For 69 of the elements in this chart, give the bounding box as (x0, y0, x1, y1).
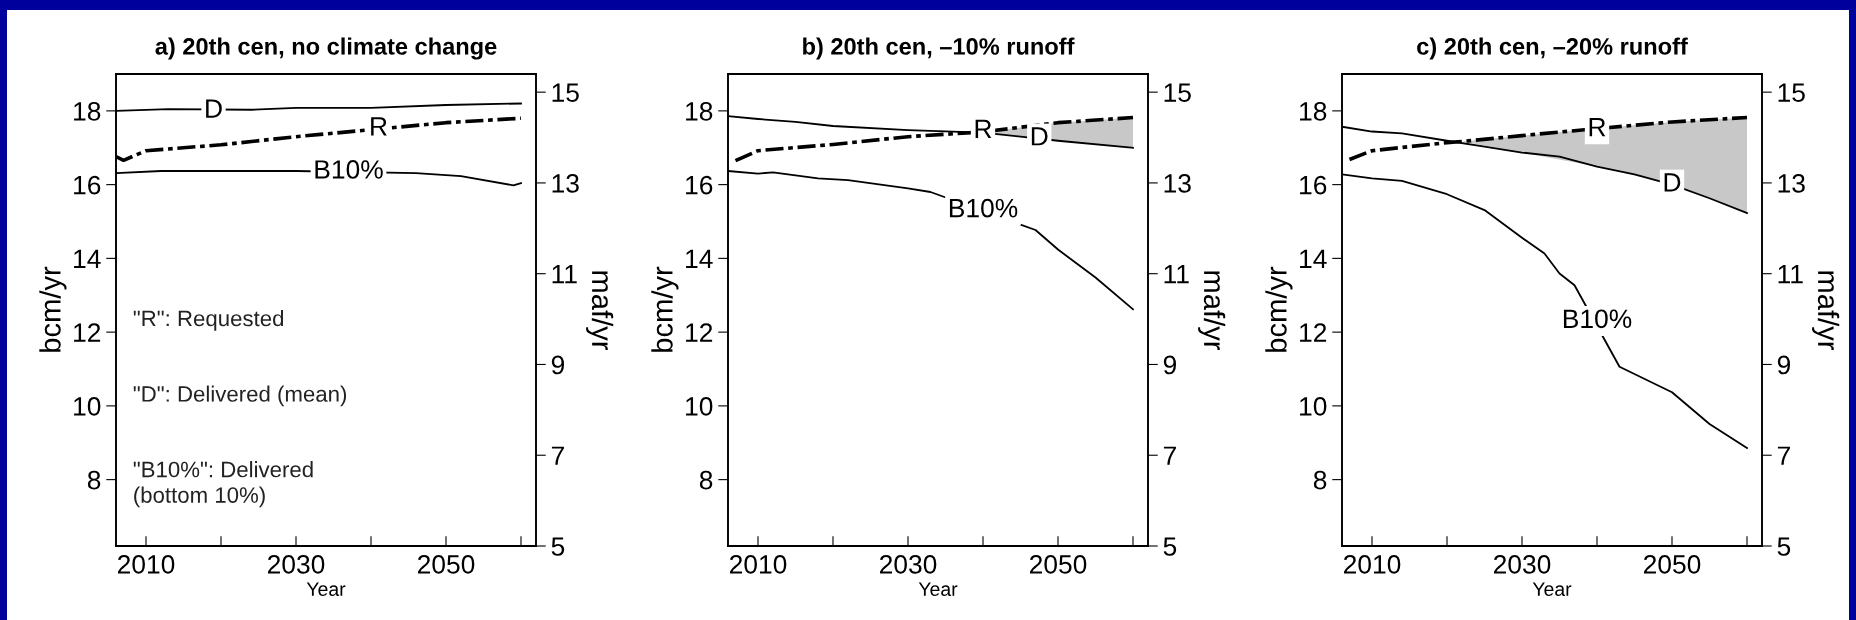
x-axis-title: Year (918, 582, 958, 596)
x-axis-title: Year (306, 582, 346, 596)
annotation: R (975, 119, 992, 138)
x-tick-label: 2010 (117, 555, 175, 574)
x-tick-label: 2030 (267, 555, 325, 574)
y-tick-label: 16 (686, 175, 713, 195)
y2-tick-label: 13 (552, 174, 579, 193)
y-tick-label: 10 (74, 397, 101, 416)
y-tick-label: 14 (686, 249, 713, 268)
y2-tick-label: 13 (1164, 174, 1191, 193)
chart-title: c) 20th cen, –20% runoff (1417, 37, 1688, 60)
x-tick-label: 2030 (1493, 555, 1551, 574)
annotation: B10% (1563, 309, 1632, 329)
x-tick-label: 2010 (729, 555, 787, 574)
y2-tick-label: 15 (1778, 83, 1805, 102)
y-tick-label: 18 (686, 102, 713, 121)
y2-tick-label: 9 (1777, 355, 1791, 375)
y-tick-label: 14 (74, 249, 101, 268)
x-tick-label: 2050 (417, 555, 475, 574)
x-tick-label: 2050 (1029, 555, 1087, 574)
annotation: D (1031, 127, 1048, 146)
annotation: "B10%": Delivered (bottom 10%) (133, 461, 313, 508)
y-tick-label: 12 (1300, 323, 1327, 342)
annotation: R (371, 117, 387, 136)
y2-tick-label: 13 (1778, 174, 1805, 193)
y-tick-label: 14 (1300, 249, 1327, 268)
x-tick-label: 2030 (879, 555, 937, 574)
y2-tick-label: 5 (551, 537, 565, 556)
annotation: D (206, 99, 222, 118)
annotation: R (1589, 117, 1606, 137)
y2-tick-label: 7 (1777, 446, 1790, 465)
y2-tick-label: 11 (1778, 265, 1803, 284)
y2-axis-title: maf/yr (586, 271, 614, 351)
x-tick-label: 2010 (1343, 555, 1401, 574)
x-axis-title: Year (1532, 582, 1572, 596)
y2-tick-label: 15 (1164, 83, 1191, 102)
y2-axis-title: maf/yr (1198, 271, 1226, 351)
chart-title: a) 20th cen, no climate change (155, 37, 497, 60)
y-tick-label: 12 (74, 323, 101, 342)
y2-tick-label: 9 (551, 355, 565, 375)
y2-tick-label: 7 (1163, 446, 1176, 465)
y-tick-label: 8 (699, 470, 713, 490)
annotation: "D": Delivered (mean) (133, 385, 347, 407)
y2-tick-label: 15 (552, 83, 579, 102)
chart-title: b) 20th cen, –10% runoff (803, 37, 1075, 60)
y-tick-label: 18 (74, 102, 101, 121)
y2-tick-label: 9 (1163, 355, 1177, 375)
y-tick-label: 12 (686, 323, 713, 342)
y-tick-label: 8 (1313, 470, 1327, 490)
y2-tick-label: 11 (1164, 265, 1189, 284)
y-tick-label: 16 (74, 175, 101, 195)
y2-tick-label: 7 (551, 446, 564, 465)
x-tick-label: 2050 (1643, 555, 1701, 574)
y2-axis-title: maf/yr (1812, 271, 1840, 351)
annotation: B10% (315, 160, 383, 179)
y2-tick-label: 5 (1163, 537, 1177, 556)
y-axis-title: bcm/yr (39, 266, 67, 352)
y-axis-title: bcm/yr (1265, 266, 1293, 352)
y2-tick-label: 11 (552, 265, 577, 284)
y-tick-label: 8 (87, 470, 101, 490)
y-tick-label: 10 (1300, 397, 1327, 416)
annotation: D (1664, 173, 1681, 192)
y-tick-label: 18 (1300, 102, 1327, 121)
annotation: B10% (949, 198, 1018, 218)
y-tick-label: 10 (686, 397, 713, 416)
y-tick-label: 16 (1300, 175, 1327, 195)
y-axis-title: bcm/yr (651, 266, 679, 352)
annotation: "R": Requested (133, 310, 284, 331)
y2-tick-label: 5 (1777, 537, 1791, 556)
